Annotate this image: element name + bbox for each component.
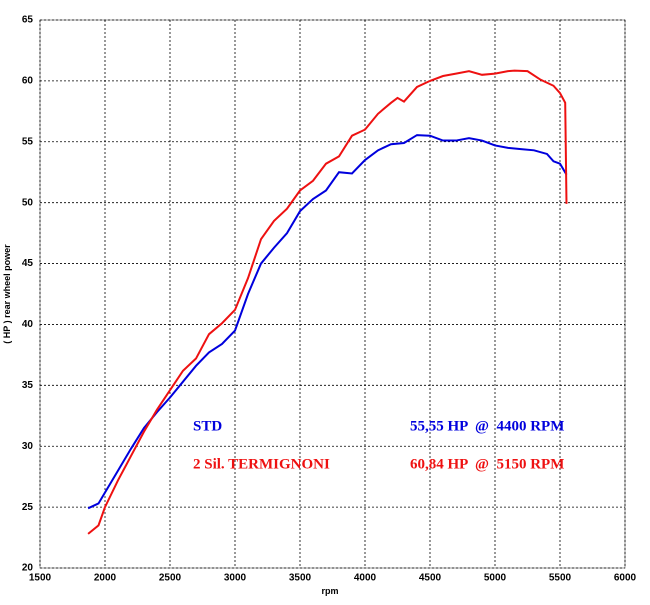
x-tick-label: 5500: [549, 573, 572, 584]
y-tick-label: 20: [22, 563, 34, 574]
y-tick-label: 55: [22, 136, 34, 147]
y-tick-label: 65: [22, 15, 34, 26]
plot-frame: [39, 19, 626, 569]
y-tick-label: 30: [22, 441, 34, 452]
y-tick-label: 45: [22, 258, 34, 269]
legend-label: 2 Sil. TERMIGNONI: [193, 456, 330, 472]
y-tick-label: 60: [22, 76, 34, 87]
x-tick-label: 1500: [29, 573, 52, 584]
y-tick-label: 40: [22, 319, 34, 330]
x-tick-label: 3500: [289, 573, 312, 584]
y-axis-label: ( HP ) rear wheel power: [2, 244, 12, 344]
x-tick-label: 2000: [94, 573, 117, 584]
x-tick-label: 2500: [159, 573, 182, 584]
x-tick-label: 4500: [419, 573, 442, 584]
peak-annotation: 60,84 HP @ 5150 RPM: [410, 456, 564, 472]
x-axis-label: rpm: [321, 586, 338, 596]
y-tick-label: 50: [22, 197, 34, 208]
x-tick-label: 5000: [484, 573, 507, 584]
x-tick-label: 3000: [224, 573, 247, 584]
peak-annotation: 55,55 HP @ 4400 RPM: [410, 418, 564, 434]
y-tick-label: 35: [22, 380, 34, 391]
legend-label: STD: [193, 418, 222, 434]
series-line: [87, 134, 568, 510]
series-line: [87, 69, 568, 535]
y-tick-label: 25: [22, 502, 34, 513]
x-tick-label: 4000: [354, 573, 377, 584]
x-tick-label: 6000: [614, 573, 637, 584]
